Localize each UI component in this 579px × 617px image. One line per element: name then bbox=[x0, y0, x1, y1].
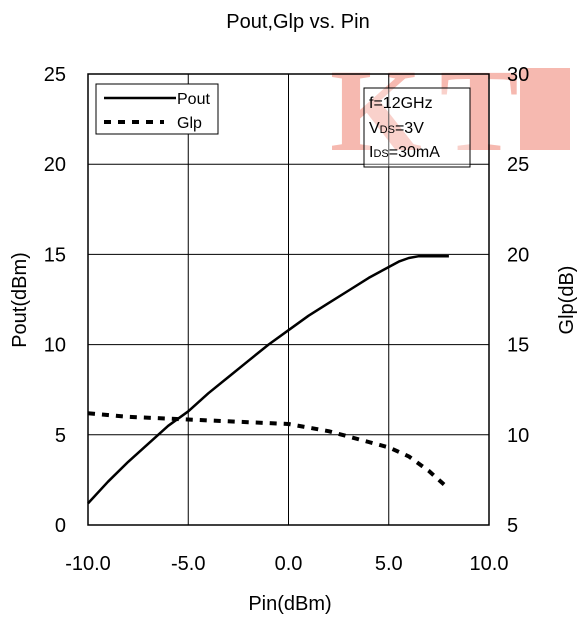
annotation-vds-sub: DS bbox=[380, 124, 395, 136]
annotation-ids: IDS=30mA bbox=[369, 144, 440, 161]
legend-label-pout: Pout bbox=[177, 91, 210, 108]
series-line-pout bbox=[87, 254, 449, 505]
x-axis-label: Pin(dBm) bbox=[248, 593, 331, 615]
conditions-box bbox=[363, 87, 471, 168]
legend: Pout Glp bbox=[95, 83, 219, 135]
y2-tick-label: 20 bbox=[507, 244, 529, 266]
annotation-vds: VDS=3V bbox=[369, 120, 424, 137]
x-tick-label: 5.0 bbox=[375, 553, 403, 575]
series-line-glp bbox=[87, 411, 451, 491]
tick-labels: -10.0 -5.0 0.0 5.0 10.0 0 5 10 15 20 25 5 10 15 20 25 30 bbox=[44, 64, 530, 575]
conditions-annotation: f=12GHz VDS=3V IDS=30mA bbox=[363, 87, 471, 168]
y2-tick-label: 10 bbox=[507, 425, 529, 447]
annotation-vds-value: =3V bbox=[395, 120, 424, 137]
y2-tick-label: 5 bbox=[507, 515, 518, 537]
data-series bbox=[87, 254, 451, 505]
x-tick-label: -10.0 bbox=[65, 553, 111, 575]
plot-frame bbox=[87, 73, 490, 526]
y-tick-label: 0 bbox=[55, 515, 66, 537]
annotation-vds-main: V bbox=[369, 120, 380, 137]
legend-box bbox=[95, 83, 219, 135]
annotation-ids-value: =30mA bbox=[389, 144, 440, 161]
watermark-block bbox=[520, 68, 570, 150]
annotation-frequency: f=12GHz bbox=[369, 95, 433, 112]
x-tick-label: -5.0 bbox=[171, 553, 205, 575]
annotation-ids-sub: DS bbox=[373, 148, 388, 160]
y2-tick-label: 15 bbox=[507, 335, 529, 357]
y2-axis-label: Glp(dB) bbox=[556, 266, 578, 335]
plot-grid bbox=[88, 74, 489, 525]
y-axis-label: Pout(dBm) bbox=[9, 252, 31, 348]
y-tick-label: 15 bbox=[44, 244, 66, 266]
y-tick-label: 5 bbox=[55, 425, 66, 447]
watermark-logo: KT bbox=[330, 45, 570, 176]
y2-tick-label: 30 bbox=[507, 64, 529, 86]
annotation-ids-main: I bbox=[369, 144, 373, 161]
chart-title: Pout,Glp vs. Pin bbox=[226, 11, 369, 33]
y-tick-label: 25 bbox=[44, 64, 66, 86]
x-tick-label: 10.0 bbox=[470, 553, 509, 575]
x-tick-label: 0.0 bbox=[275, 553, 303, 575]
y2-tick-label: 25 bbox=[507, 154, 529, 176]
watermark-text: KT bbox=[330, 45, 537, 176]
y-tick-label: 20 bbox=[44, 154, 66, 176]
legend-label-glp: Glp bbox=[177, 115, 202, 132]
y-tick-label: 10 bbox=[44, 335, 66, 357]
